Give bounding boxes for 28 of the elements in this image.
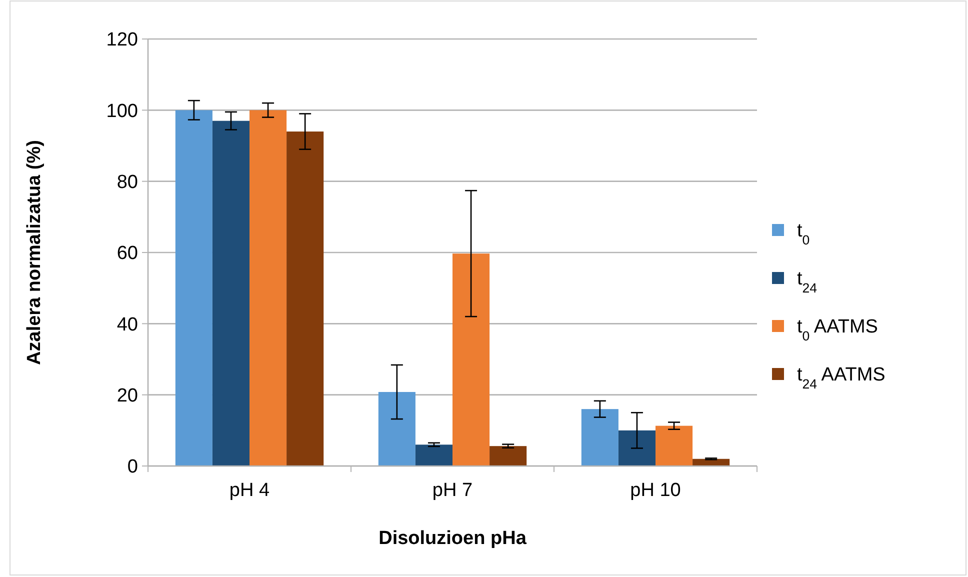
bar	[415, 444, 452, 466]
bar	[618, 430, 656, 466]
bar	[175, 110, 212, 466]
bar	[250, 110, 287, 466]
y-tick-label: 100	[106, 100, 138, 122]
bar	[378, 392, 416, 466]
x-tick-label: pH 4	[229, 480, 270, 501]
x-tick-label: pH 10	[630, 480, 681, 501]
x-tick-label: pH 7	[432, 480, 473, 501]
legend-label: t$_{0}$ AATMS	[797, 316, 878, 344]
y-tick-label: 60	[116, 243, 138, 264]
bar	[656, 426, 693, 466]
bar	[212, 120, 250, 466]
x-axis-title: Disoluzioen pHa	[378, 528, 527, 549]
legend-label: t$_{24}$ AATMS	[797, 364, 886, 392]
y-axis-title: Azalera normalizatua (%)	[24, 140, 45, 365]
bar	[581, 409, 618, 466]
y-tick-label: 0	[127, 456, 138, 478]
legend-label: t$_{0}$	[797, 220, 810, 248]
y-tick-label: 120	[106, 30, 138, 51]
y-tick-label: 80	[116, 172, 138, 193]
bar	[692, 458, 730, 466]
legend-label: t$_{24}$	[797, 268, 818, 296]
bar	[490, 446, 527, 466]
y-tick-label: 40	[116, 314, 138, 336]
bar	[286, 132, 324, 466]
y-tick-label: 20	[116, 385, 138, 406]
bar	[452, 254, 490, 466]
